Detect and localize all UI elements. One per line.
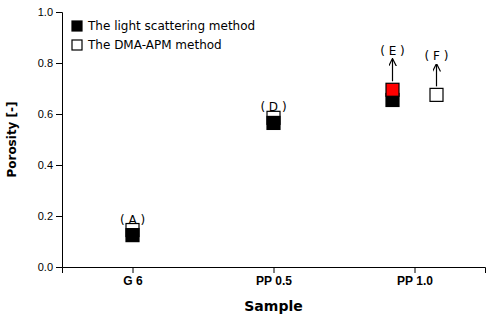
annotation: ( D ) [260, 100, 286, 114]
tick-mark [274, 267, 275, 273]
tick: 0.0 [38, 261, 62, 273]
annotation: ( F ) [425, 49, 449, 63]
tick-mark [133, 267, 134, 273]
tick: 1.0 [38, 6, 62, 18]
tick-label: 0.2 [38, 210, 53, 222]
annotations: ( A ) ( D ) ( E ) ( F ) [120, 44, 449, 226]
axis-line [63, 268, 486, 274]
point [430, 88, 443, 101]
tick: 0.4 [38, 159, 62, 171]
annotation-arrow [436, 64, 437, 86]
tick: 0.6 [38, 108, 62, 120]
tick-mark [56, 63, 62, 64]
axis-line [56, 13, 63, 268]
legend: The light scattering method The DMA-APM m… [72, 19, 255, 52]
point [267, 116, 280, 129]
tick-mark [56, 216, 62, 217]
marks [126, 83, 443, 241]
legend-item: The light scattering method [72, 19, 255, 33]
tick: 0.2 [38, 210, 62, 222]
tick-mark [56, 12, 62, 13]
annotation: ( A ) [120, 213, 145, 227]
tick-label: 0.6 [38, 108, 53, 120]
y-axis: 0.0 0.2 0.4 0.6 0.8 1.0 [38, 6, 63, 273]
tick-mark [56, 267, 62, 268]
x-axis-title: Sample [244, 298, 302, 314]
tick: G 6 [123, 267, 143, 288]
tick-label: 0.4 [38, 159, 53, 171]
legend-symbol [72, 40, 82, 50]
tick-label: PP 0.5 [256, 274, 292, 288]
tick-mark [415, 267, 416, 273]
tick: 0.8 [38, 57, 62, 69]
annotation-arrow [392, 59, 393, 81]
tick-label: 1.0 [38, 6, 53, 18]
y-axis-title: Porosity [-] [5, 101, 19, 177]
annotation: ( E ) [380, 44, 405, 58]
tick-mark [56, 114, 62, 115]
chart: 0.0 0.2 0.4 0.6 0.8 1.0 G 6 PP 0.5 PP 1.0 Sample P… [0, 0, 500, 319]
point [126, 229, 139, 242]
tick-mark [56, 165, 62, 166]
legend-symbol [72, 21, 82, 31]
tick-label: PP 1.0 [397, 274, 433, 288]
legend-label: The light scattering method [87, 19, 255, 33]
tick-label: G 6 [123, 274, 143, 288]
legend-label: The DMA-APM method [87, 38, 222, 52]
point [386, 83, 399, 96]
tick-label: 0.0 [38, 261, 53, 273]
tick: PP 1.0 [397, 267, 433, 288]
tick: PP 0.5 [256, 267, 292, 288]
x-axis: G 6 PP 0.5 PP 1.0 [63, 267, 486, 288]
tick-label: 0.8 [38, 57, 53, 69]
legend-item: The DMA-APM method [72, 38, 222, 52]
